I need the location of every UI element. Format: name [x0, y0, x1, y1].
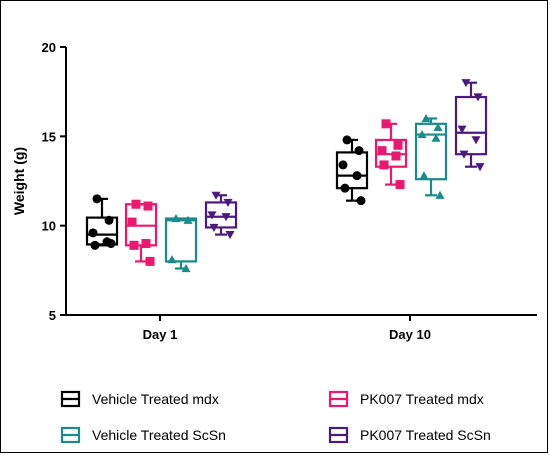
data-point	[225, 231, 235, 240]
box-iqr	[414, 122, 448, 181]
data-point	[183, 215, 193, 224]
data-point	[457, 125, 467, 134]
data-point	[473, 93, 483, 102]
y-tick-label: 5	[49, 308, 56, 323]
data-point	[129, 240, 139, 250]
data-point	[131, 199, 141, 209]
data-point	[352, 171, 362, 181]
legend-label: PK007 Treated ScSn	[360, 427, 491, 443]
data-point	[379, 160, 389, 170]
data-point	[127, 217, 137, 227]
data-point	[461, 79, 471, 88]
data-point	[475, 163, 485, 172]
data-point	[435, 190, 445, 199]
data-point	[143, 201, 153, 211]
data-point	[340, 183, 350, 193]
data-point	[377, 146, 387, 156]
data-point	[393, 140, 403, 150]
legend-label: Vehicle Treated ScSn	[92, 427, 226, 443]
data-point	[141, 239, 151, 249]
y-tick-label: 20	[42, 40, 56, 55]
x-tick-label: Day 10	[389, 327, 431, 342]
legend-label: Vehicle Treated mdx	[92, 391, 219, 407]
x-tick-label: Day 1	[143, 327, 178, 342]
box-iqr	[164, 217, 198, 263]
data-point	[342, 135, 352, 145]
data-point	[92, 194, 102, 204]
y-tick-label: 15	[42, 129, 56, 144]
data-point	[88, 228, 98, 238]
data-point	[223, 198, 233, 207]
data-point	[171, 214, 181, 223]
data-point	[104, 215, 114, 225]
data-point	[421, 113, 431, 123]
data-point	[145, 256, 155, 266]
data-point	[221, 213, 231, 222]
data-point	[391, 151, 401, 161]
data-point	[356, 196, 366, 206]
data-point	[181, 264, 191, 273]
data-point	[459, 150, 469, 159]
box-iqr	[454, 95, 488, 156]
data-point	[90, 240, 100, 250]
box-iqr	[204, 201, 238, 229]
data-point	[167, 255, 177, 264]
box-iqr	[85, 216, 119, 246]
data-point	[211, 191, 221, 200]
data-point	[419, 171, 429, 180]
data-point	[381, 119, 391, 129]
data-point	[106, 239, 116, 249]
data-point	[354, 146, 364, 156]
data-point	[431, 133, 441, 142]
data-point	[395, 180, 405, 190]
legend-label: PK007 Treated mdx	[360, 391, 484, 407]
y-tick-label: 10	[42, 219, 56, 234]
data-point	[209, 223, 219, 232]
data-point	[338, 160, 348, 170]
data-point	[433, 122, 443, 131]
data-point	[207, 211, 217, 220]
data-point	[471, 136, 481, 145]
box-iqr	[335, 151, 369, 190]
y-axis-title: Weight (g)	[11, 147, 27, 215]
data-point	[417, 130, 427, 139]
